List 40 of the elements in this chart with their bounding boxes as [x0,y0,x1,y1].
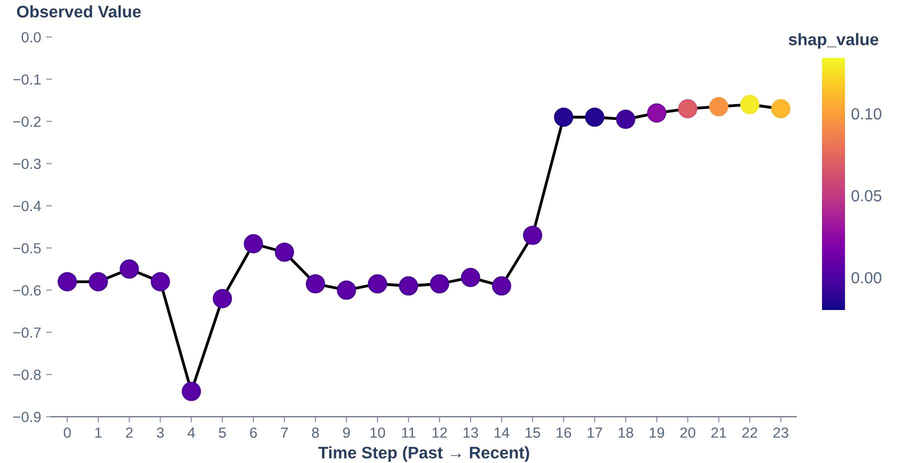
x-tick-label: 6 [250,428,257,438]
x-tick-label: 0 [64,428,71,438]
y-tick-label: −0.5 [13,243,41,254]
x-tick-label: 21 [711,428,726,438]
x-tick-label: 2 [126,428,133,438]
y-tick-label: −0.6 [13,285,41,296]
y-tick-label: −0.8 [13,370,41,380]
y-tick-label: −0.4 [13,200,41,212]
y-tick-label: −0.3 [13,158,41,170]
x-tick-label: 16 [556,428,572,438]
y-axis-title: Observed Value [17,5,141,18]
x-tick-label: 18 [618,428,634,438]
x-tick-label: 19 [650,428,664,438]
x-tick-label: 11 [402,428,416,438]
x-tick-label: 4 [188,428,195,438]
x-tick-label: 9 [343,428,350,438]
x-tick-label: 7 [281,428,288,438]
x-tick-label: 23 [773,428,788,438]
x-tick-label: 13 [464,428,478,438]
x-tick-label: 22 [742,428,758,438]
x-tick-label: 3 [156,428,164,438]
color-bar-label: 0.00 [852,272,882,284]
x-tick-label: 8 [312,428,319,438]
x-axis-title: Time Step (Past → Recent) [318,446,530,462]
x-tick-label: 1 [95,428,102,438]
x-tick-label: 10 [370,428,386,438]
x-tick-label: 17 [588,428,602,438]
x-tick-label: 14 [494,428,510,438]
x-tick-label: 12 [432,428,447,438]
y-tick-label: −0.2 [13,116,41,127]
color-bar-label: 0.10 [852,108,882,120]
x-tick-label: 15 [526,428,540,438]
y-tick-label: −0.1 [13,74,41,85]
x-tick-label: 20 [680,428,696,438]
x-tick-label: 5 [218,428,226,438]
y-tick-label: −0.7 [13,327,41,338]
color-bar-label: 0.05 [852,190,882,202]
y-tick-label: 0.0 [22,32,41,42]
y-tick-label: −0.9 [13,412,41,422]
color-bar-title: shap_value [788,33,878,49]
